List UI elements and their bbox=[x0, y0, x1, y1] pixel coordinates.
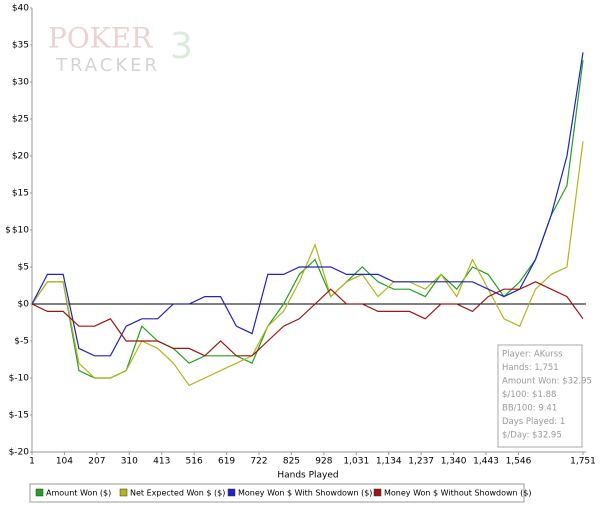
y-tick-label: $15 bbox=[12, 189, 29, 199]
stats-line: BB/100: 9.41 bbox=[502, 404, 557, 414]
x-tick-label: 104 bbox=[56, 457, 73, 467]
stats-line: $/100: $1.88 bbox=[502, 390, 556, 400]
watermark-word: POKER bbox=[48, 22, 153, 55]
x-tick-label: 825 bbox=[283, 457, 300, 467]
legend-label: Money Won $ With Showdown ($) bbox=[238, 489, 372, 498]
stats-box bbox=[497, 344, 583, 448]
series-line bbox=[31, 141, 584, 387]
stats-line: $/Day: $32.95 bbox=[502, 431, 562, 441]
y-tick-label: $10 bbox=[12, 226, 29, 236]
x-tick-label: 413 bbox=[153, 457, 170, 467]
y-tick-label: $35 bbox=[12, 41, 29, 51]
series-line bbox=[31, 281, 584, 357]
x-tick-label: 1,546 bbox=[506, 457, 532, 467]
y-tick-label: $25 bbox=[12, 115, 29, 125]
stats-line: Amount Won: $32.95 bbox=[502, 377, 592, 387]
watermark-number: 3 bbox=[170, 26, 193, 67]
legend-label: Money Won $ Without Showdown ($) bbox=[384, 489, 532, 498]
y-tick-label: $0 bbox=[18, 300, 30, 310]
y-tick-label: $40 bbox=[12, 4, 29, 14]
x-tick-label: 619 bbox=[218, 457, 235, 467]
legend-swatch bbox=[227, 488, 236, 497]
y-tick-label: $-10 bbox=[9, 374, 30, 384]
stats-line: Days Played: 1 bbox=[502, 417, 565, 427]
watermark-word: TRACKER bbox=[55, 55, 160, 76]
y-tick-label: $20 bbox=[12, 152, 29, 162]
x-tick-label: 310 bbox=[121, 457, 138, 467]
legend-swatch bbox=[373, 488, 382, 497]
y-tick-label: $-5 bbox=[14, 337, 29, 347]
x-tick-label: 1,340 bbox=[441, 457, 467, 467]
x-tick-label: 1,751 bbox=[570, 457, 596, 467]
x-axis-label: Hands Played bbox=[277, 471, 338, 481]
series-line bbox=[31, 52, 584, 357]
y-tick-label: $-15 bbox=[9, 411, 29, 421]
legend-swatch bbox=[35, 488, 44, 497]
stats-line: Player: AKurss bbox=[502, 350, 563, 360]
x-tick-label: 1 bbox=[29, 457, 35, 467]
legend-swatch bbox=[119, 488, 128, 497]
y-tick-label: $30 bbox=[12, 78, 29, 88]
legend bbox=[29, 483, 525, 503]
x-tick-label: 1,134 bbox=[376, 457, 402, 467]
x-tick-label: 1,031 bbox=[343, 457, 369, 467]
x-tick-label: 1,237 bbox=[408, 457, 434, 467]
plot bbox=[31, 52, 586, 387]
x-tick-label: 207 bbox=[88, 457, 105, 467]
y-tick-label: $-20 bbox=[9, 448, 30, 458]
x-tick-label: 1,443 bbox=[473, 457, 499, 467]
legend-label: Amount Won ($) bbox=[46, 489, 111, 498]
x-tick-label: 722 bbox=[250, 457, 267, 467]
stats-line: Hands: 1,751 bbox=[502, 363, 559, 373]
x-tick-label: 928 bbox=[315, 457, 332, 467]
legend-label: Net Expected Won $ ($) bbox=[130, 489, 225, 498]
y-tick-label: $5 bbox=[18, 263, 29, 273]
y-axis-label: $ bbox=[5, 226, 11, 236]
x-tick-label: 516 bbox=[186, 457, 203, 467]
